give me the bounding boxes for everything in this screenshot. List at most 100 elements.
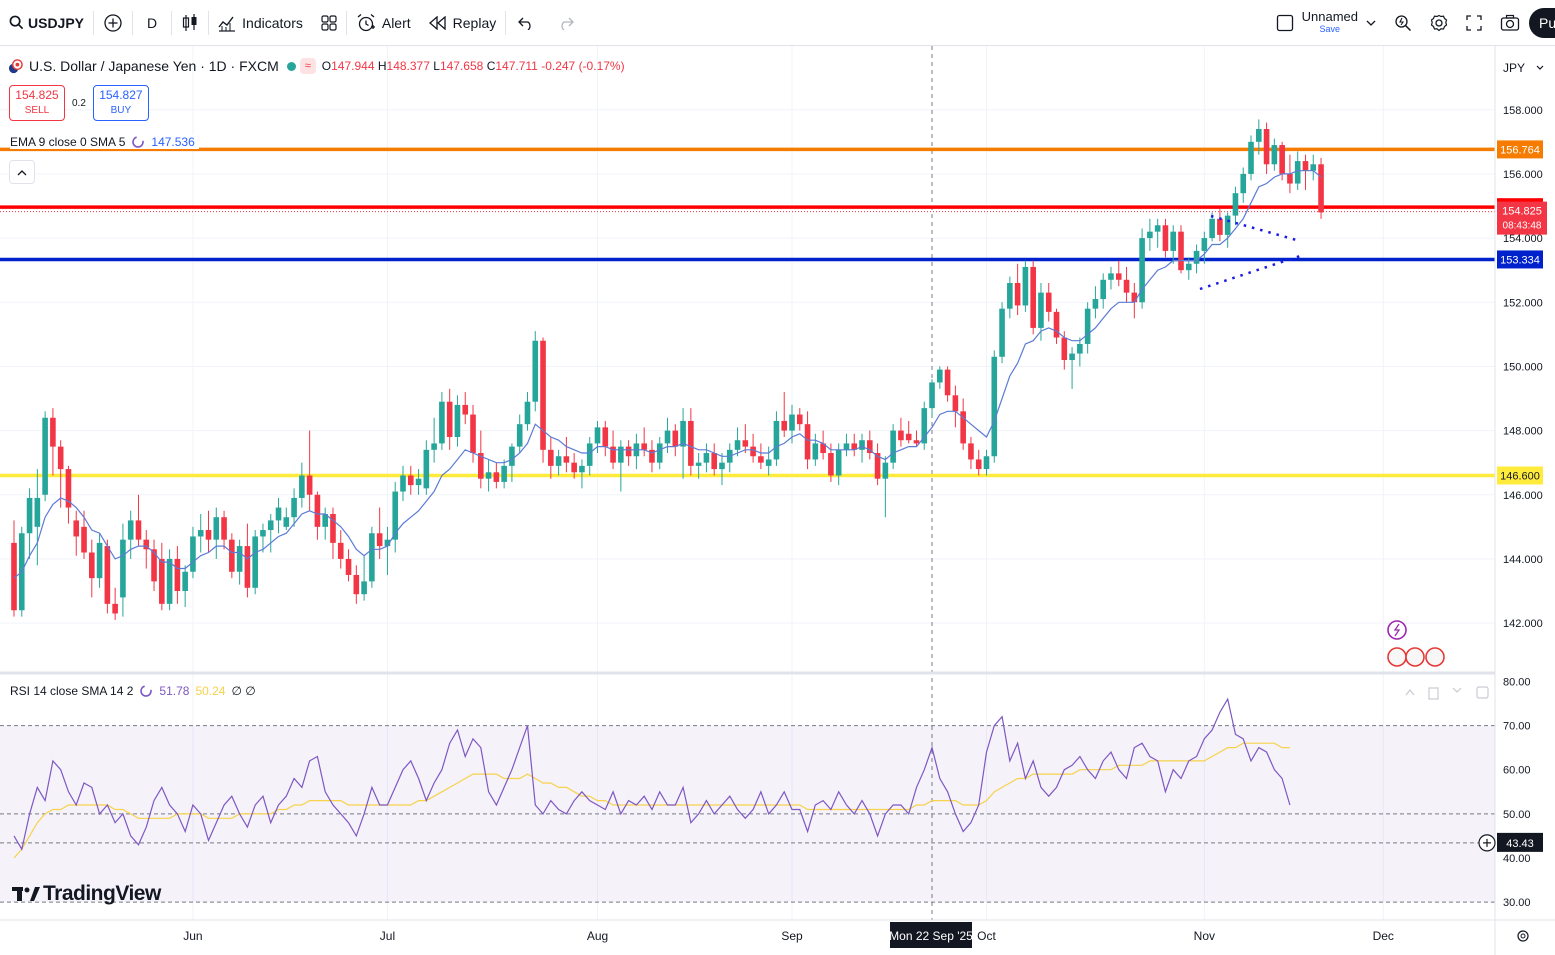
- candle: [57, 440, 64, 508]
- candle: [859, 433, 865, 463]
- candle: [563, 437, 570, 473]
- maximize-icon[interactable]: [1476, 686, 1489, 699]
- chart-type-button[interactable]: [172, 0, 208, 46]
- candle: [299, 462, 305, 508]
- publish-button[interactable]: Pu: [1529, 8, 1555, 38]
- us-flag-icon[interactable]: [1405, 647, 1425, 667]
- candle: [944, 366, 951, 402]
- candle: [532, 331, 539, 412]
- redo-button[interactable]: [546, 0, 586, 46]
- scale-settings-button[interactable]: [1517, 930, 1529, 942]
- candle: [672, 424, 679, 457]
- us-flag-icon[interactable]: [1387, 647, 1407, 667]
- candle: [190, 526, 196, 579]
- candle: [937, 366, 943, 389]
- candle: [812, 433, 819, 466]
- symbol-search-button[interactable]: USDJPY: [0, 0, 93, 46]
- candle: [968, 437, 974, 470]
- symbol-name: USDJPY: [28, 14, 85, 31]
- candle: [283, 507, 290, 531]
- arrow-up-icon[interactable]: [1405, 689, 1415, 696]
- time-axis[interactable]: Jun Jul Aug Sep Oct Nov Dec: [183, 929, 1394, 943]
- candle: [439, 392, 445, 450]
- candle: [1100, 273, 1106, 309]
- fullscreen-button[interactable]: [1457, 0, 1491, 46]
- collapse-icon[interactable]: [1452, 687, 1462, 693]
- candle: [882, 456, 889, 518]
- save-label[interactable]: Save: [1319, 24, 1341, 34]
- candle: [1084, 302, 1091, 354]
- market-status-icon[interactable]: [286, 61, 296, 71]
- indicators-button[interactable]: Indicators: [209, 0, 312, 46]
- indicators-label: Indicators: [242, 14, 303, 31]
- sell-button[interactable]: 154.825 SELL: [9, 85, 65, 121]
- candle: [1030, 260, 1036, 335]
- legend-collapse-button[interactable]: [9, 160, 35, 184]
- trash-icon[interactable]: [1428, 687, 1439, 700]
- replay-button[interactable]: Replay: [420, 0, 506, 46]
- time-tick-label: Sep: [781, 929, 803, 943]
- rsi-axis[interactable]: 80.00 70.00 60.00 50.00 40.00 30.00: [1503, 676, 1531, 909]
- event-markers[interactable]: [1387, 620, 1445, 667]
- candle: [999, 302, 1005, 364]
- quick-search-button[interactable]: [1385, 0, 1421, 46]
- rsi-pane-controls[interactable]: [1405, 686, 1489, 700]
- candle: [1256, 119, 1262, 155]
- candle: [135, 494, 142, 547]
- price-tick-label: 146.000: [1503, 490, 1543, 502]
- candle: [874, 443, 881, 486]
- candle: [1217, 209, 1223, 242]
- candle: [975, 449, 982, 476]
- rsi-pane: [13, 697, 1291, 859]
- rsi-line: [13, 697, 1291, 851]
- ema-legend[interactable]: EMA 9 close 0 SMA 5 147.536: [10, 135, 199, 149]
- candle: [415, 469, 422, 495]
- tradingview-logo[interactable]: TradingView: [12, 882, 161, 906]
- trend-icon[interactable]: ≈: [299, 58, 316, 74]
- flag-pair-icon: [8, 58, 23, 73]
- ema-legend-value: 147.536: [151, 135, 195, 149]
- snapshot-button[interactable]: [1491, 0, 1529, 46]
- candle: [314, 491, 321, 540]
- currency-menu[interactable]: JPY: [1503, 61, 1544, 75]
- candle: [765, 446, 772, 476]
- interval-button[interactable]: D: [133, 0, 171, 46]
- candle: [197, 514, 204, 553]
- publish-label: Pu: [1539, 15, 1555, 31]
- triangle-pattern[interactable]: [1199, 214, 1301, 291]
- candle: [112, 587, 118, 620]
- camera-icon: [1500, 14, 1520, 31]
- candle: [1248, 135, 1254, 181]
- loading-icon: [140, 685, 153, 697]
- candle: [1162, 218, 1169, 258]
- undo-icon: [518, 17, 531, 30]
- candle: [291, 488, 297, 527]
- candle: [120, 523, 126, 617]
- layout-menu[interactable]: Unnamed Save: [1267, 0, 1385, 46]
- candle: [1232, 186, 1239, 226]
- buy-button[interactable]: 154.827 BUY: [92, 85, 149, 121]
- candle: [618, 440, 624, 492]
- us-flag-icon[interactable]: [1425, 647, 1445, 667]
- candle: [151, 539, 157, 591]
- candle: [1193, 244, 1200, 274]
- symbol-title[interactable]: U.S. Dollar / Japanese Yen · 1D · FXCM: [29, 58, 279, 74]
- horizontal-levels[interactable]: [0, 147, 1495, 478]
- candle: [586, 437, 593, 476]
- chart-canvas[interactable]: 158.000 156.000 154.000 152.000 150.000 148.0…: [0, 46, 1555, 955]
- time-tick-label: Aug: [587, 929, 608, 943]
- candle: [913, 430, 920, 447]
- templates-button[interactable]: [312, 0, 346, 46]
- alert-button[interactable]: Alert: [347, 0, 420, 46]
- candle: [1014, 263, 1021, 316]
- candle: [1170, 225, 1177, 264]
- undo-button[interactable]: [506, 0, 546, 46]
- price-axis[interactable]: 158.000 156.000 154.000 152.000 150.000 148.0…: [1503, 105, 1543, 630]
- candle: [96, 533, 103, 588]
- rsi-legend[interactable]: RSI 14 close SMA 14 2 51.78 50.24 ∅ ∅: [10, 684, 256, 698]
- settings-button[interactable]: [1421, 0, 1457, 46]
- candle: [73, 510, 80, 556]
- compare-symbol-button[interactable]: [94, 0, 132, 46]
- candle: [1139, 228, 1145, 309]
- rsi-tick-label: 80.00: [1503, 676, 1531, 688]
